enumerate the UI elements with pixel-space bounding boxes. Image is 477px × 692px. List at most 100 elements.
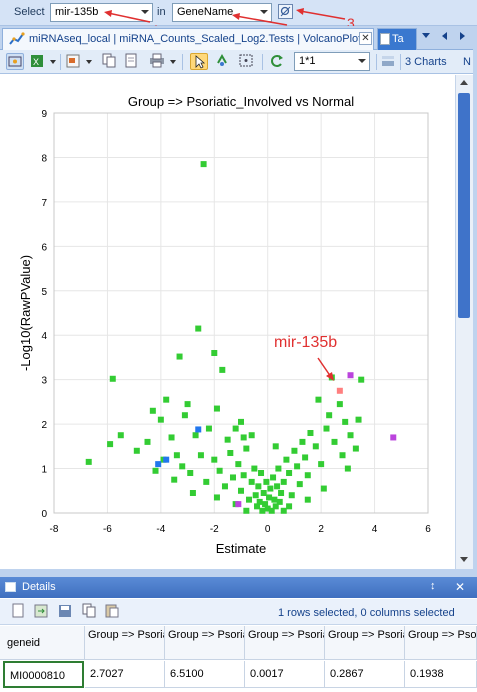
fit-to-window-button[interactable] — [238, 53, 256, 70]
data-point[interactable] — [272, 443, 279, 450]
data-point[interactable] — [390, 434, 397, 441]
data-point[interactable] — [352, 445, 359, 452]
export-excel-button[interactable]: X — [29, 53, 47, 70]
data-point[interactable] — [155, 461, 162, 468]
column-header-col4[interactable]: Group => Psoriatic_Inv... — [325, 626, 405, 660]
tab-list-dropdown-icon[interactable] — [422, 33, 430, 38]
data-point[interactable] — [168, 434, 175, 441]
data-point[interactable] — [266, 494, 273, 501]
column-header-col5[interactable]: Group => Psoriatic_Un... — [405, 626, 477, 660]
data-point[interactable] — [224, 436, 231, 443]
details-save-button[interactable] — [57, 603, 75, 620]
data-point[interactable] — [296, 481, 303, 488]
scroll-up-arrow-icon[interactable] — [460, 80, 468, 85]
data-point[interactable] — [294, 463, 301, 470]
data-point[interactable] — [259, 507, 266, 514]
data-point[interactable] — [347, 432, 354, 439]
details-copy-button[interactable] — [81, 603, 99, 620]
data-point[interactable] — [315, 396, 322, 403]
data-point[interactable] — [203, 478, 210, 485]
details-export-button[interactable] — [33, 603, 51, 620]
chevron-down-icon[interactable] — [170, 60, 176, 64]
data-point[interactable] — [109, 375, 116, 382]
data-point[interactable] — [272, 503, 279, 510]
data-point[interactable] — [195, 325, 202, 332]
data-point[interactable] — [358, 376, 365, 383]
scroll-down-arrow-icon[interactable] — [460, 557, 468, 562]
data-point[interactable] — [235, 501, 242, 508]
chevron-down-icon[interactable] — [50, 60, 56, 64]
data-point[interactable] — [219, 366, 226, 373]
data-point[interactable] — [267, 485, 274, 492]
data-point[interactable] — [254, 503, 261, 510]
data-point[interactable] — [278, 490, 285, 496]
data-point[interactable] — [312, 443, 319, 450]
data-point[interactable] — [270, 474, 277, 481]
data-point[interactable] — [339, 452, 346, 459]
data-point[interactable] — [264, 505, 271, 512]
page-setup-button[interactable] — [123, 53, 141, 70]
table-cell[interactable]: 2.7027 — [85, 661, 165, 688]
data-point[interactable] — [213, 405, 220, 412]
data-point[interactable] — [260, 490, 267, 496]
data-point[interactable] — [163, 456, 170, 463]
data-point[interactable] — [181, 412, 188, 419]
data-point[interactable] — [205, 425, 212, 432]
chevron-down-icon[interactable] — [86, 60, 92, 64]
data-point[interactable] — [211, 350, 218, 356]
data-point[interactable] — [288, 492, 295, 499]
data-point[interactable] — [255, 483, 262, 490]
table-cell[interactable]: 6.5100 — [165, 661, 245, 688]
data-point[interactable] — [323, 425, 330, 432]
pointer-tool-button[interactable] — [190, 53, 208, 70]
data-point[interactable] — [238, 487, 244, 494]
data-point[interactable] — [263, 478, 270, 485]
data-point[interactable] — [229, 474, 236, 481]
data-point[interactable] — [320, 485, 327, 492]
close-icon[interactable]: ✕ — [455, 580, 466, 594]
export-image-button[interactable] — [65, 53, 83, 70]
data-point[interactable] — [189, 490, 196, 496]
data-point[interactable] — [240, 472, 247, 479]
data-point[interactable] — [355, 416, 362, 423]
scrollbar-thumb[interactable] — [458, 93, 470, 318]
data-point[interactable] — [152, 467, 159, 474]
column-header-estimate[interactable]: Group => Psoriatic_Inv... — [85, 626, 165, 660]
data-point[interactable] — [251, 465, 258, 472]
data-point[interactable] — [85, 458, 92, 465]
data-point[interactable] — [176, 353, 183, 360]
data-point[interactable] — [286, 470, 293, 476]
details-paste-button[interactable] — [104, 603, 122, 620]
tab-second[interactable]: Ta — [377, 28, 417, 50]
data-point[interactable] — [243, 507, 250, 514]
data-point[interactable] — [276, 498, 283, 505]
table-cell-geneid[interactable]: MI0000810 — [3, 661, 84, 688]
data-point[interactable] — [252, 492, 259, 499]
charts-count-button[interactable]: 3 Charts — [405, 56, 447, 68]
data-point[interactable] — [187, 470, 194, 476]
data-point[interactable] — [232, 425, 239, 432]
data-point[interactable] — [197, 452, 204, 459]
data-point[interactable] — [149, 407, 156, 414]
details-new-button[interactable] — [10, 603, 28, 620]
refresh-button[interactable] — [269, 53, 287, 70]
copy-button[interactable] — [101, 53, 119, 70]
data-point[interactable] — [211, 456, 218, 463]
layout-button[interactable] — [380, 53, 398, 70]
chart-vertical-scrollbar[interactable] — [455, 75, 473, 569]
data-point[interactable] — [331, 438, 338, 445]
chart-properties-button[interactable] — [6, 53, 24, 70]
table-cell[interactable]: 0.2867 — [325, 661, 405, 688]
data-point[interactable] — [318, 461, 325, 468]
data-point[interactable] — [238, 418, 244, 425]
scale-combo[interactable]: 1*1 — [294, 52, 370, 71]
data-point[interactable] — [133, 447, 140, 454]
panel-splitter[interactable] — [0, 569, 477, 577]
data-point[interactable] — [326, 412, 333, 419]
data-point[interactable] — [216, 467, 223, 474]
data-point[interactable] — [280, 478, 287, 485]
data-point[interactable] — [271, 496, 278, 503]
data-point[interactable] — [307, 430, 314, 436]
data-point[interactable] — [262, 501, 269, 508]
table-cell[interactable]: 0.0017 — [245, 661, 325, 688]
